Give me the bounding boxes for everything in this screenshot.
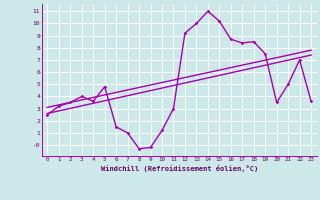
X-axis label: Windchill (Refroidissement éolien,°C): Windchill (Refroidissement éolien,°C) [100, 165, 258, 172]
